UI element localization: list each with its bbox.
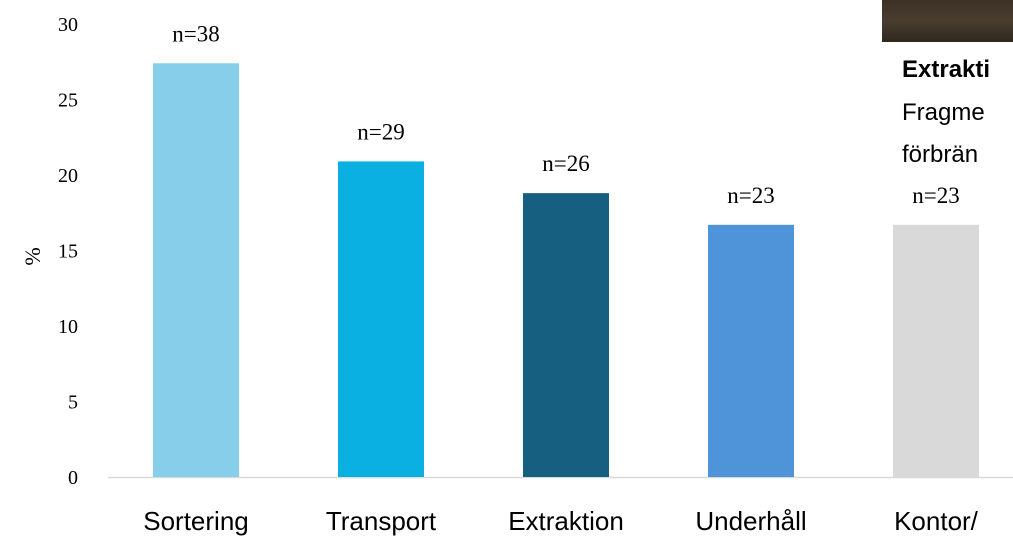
bar-3 [708,224,794,477]
background-photo [882,0,1013,42]
overlay-text-line-1: Fragme [902,99,985,126]
data-label-2: n=26 [542,151,589,176]
bar-2 [523,193,609,477]
overlay-text-line-2: förbrän [902,141,979,168]
y-tick-label-2: 10 [58,316,78,338]
overlay-title: Extrakti [902,56,991,83]
x-tick-label-0: Sortering [143,506,249,536]
x-tick-label-3: Underhåll [695,506,806,536]
y-tick-label-0: 0 [68,467,78,489]
x-tick-label-1: Transport [326,506,437,536]
data-label-4: n=23 [912,183,959,208]
x-tick-label-4: Kontor/ [894,506,979,536]
bar-0 [153,63,239,477]
bar-4 [893,224,979,477]
y-tick-label-5: 25 [58,90,78,112]
data-label-1: n=29 [357,119,404,144]
y-tick-label-1: 5 [68,392,78,414]
y-axis-label: % [20,247,45,265]
data-label-0: n=38 [172,21,219,46]
x-tick-label-2: Extraktion [508,506,624,536]
y-tick-label-6: 30 [58,14,78,36]
y-tick-label-3: 15 [58,241,78,263]
data-label-3: n=23 [727,183,774,208]
y-tick-label-4: 20 [58,165,78,187]
bar-1 [338,161,424,477]
